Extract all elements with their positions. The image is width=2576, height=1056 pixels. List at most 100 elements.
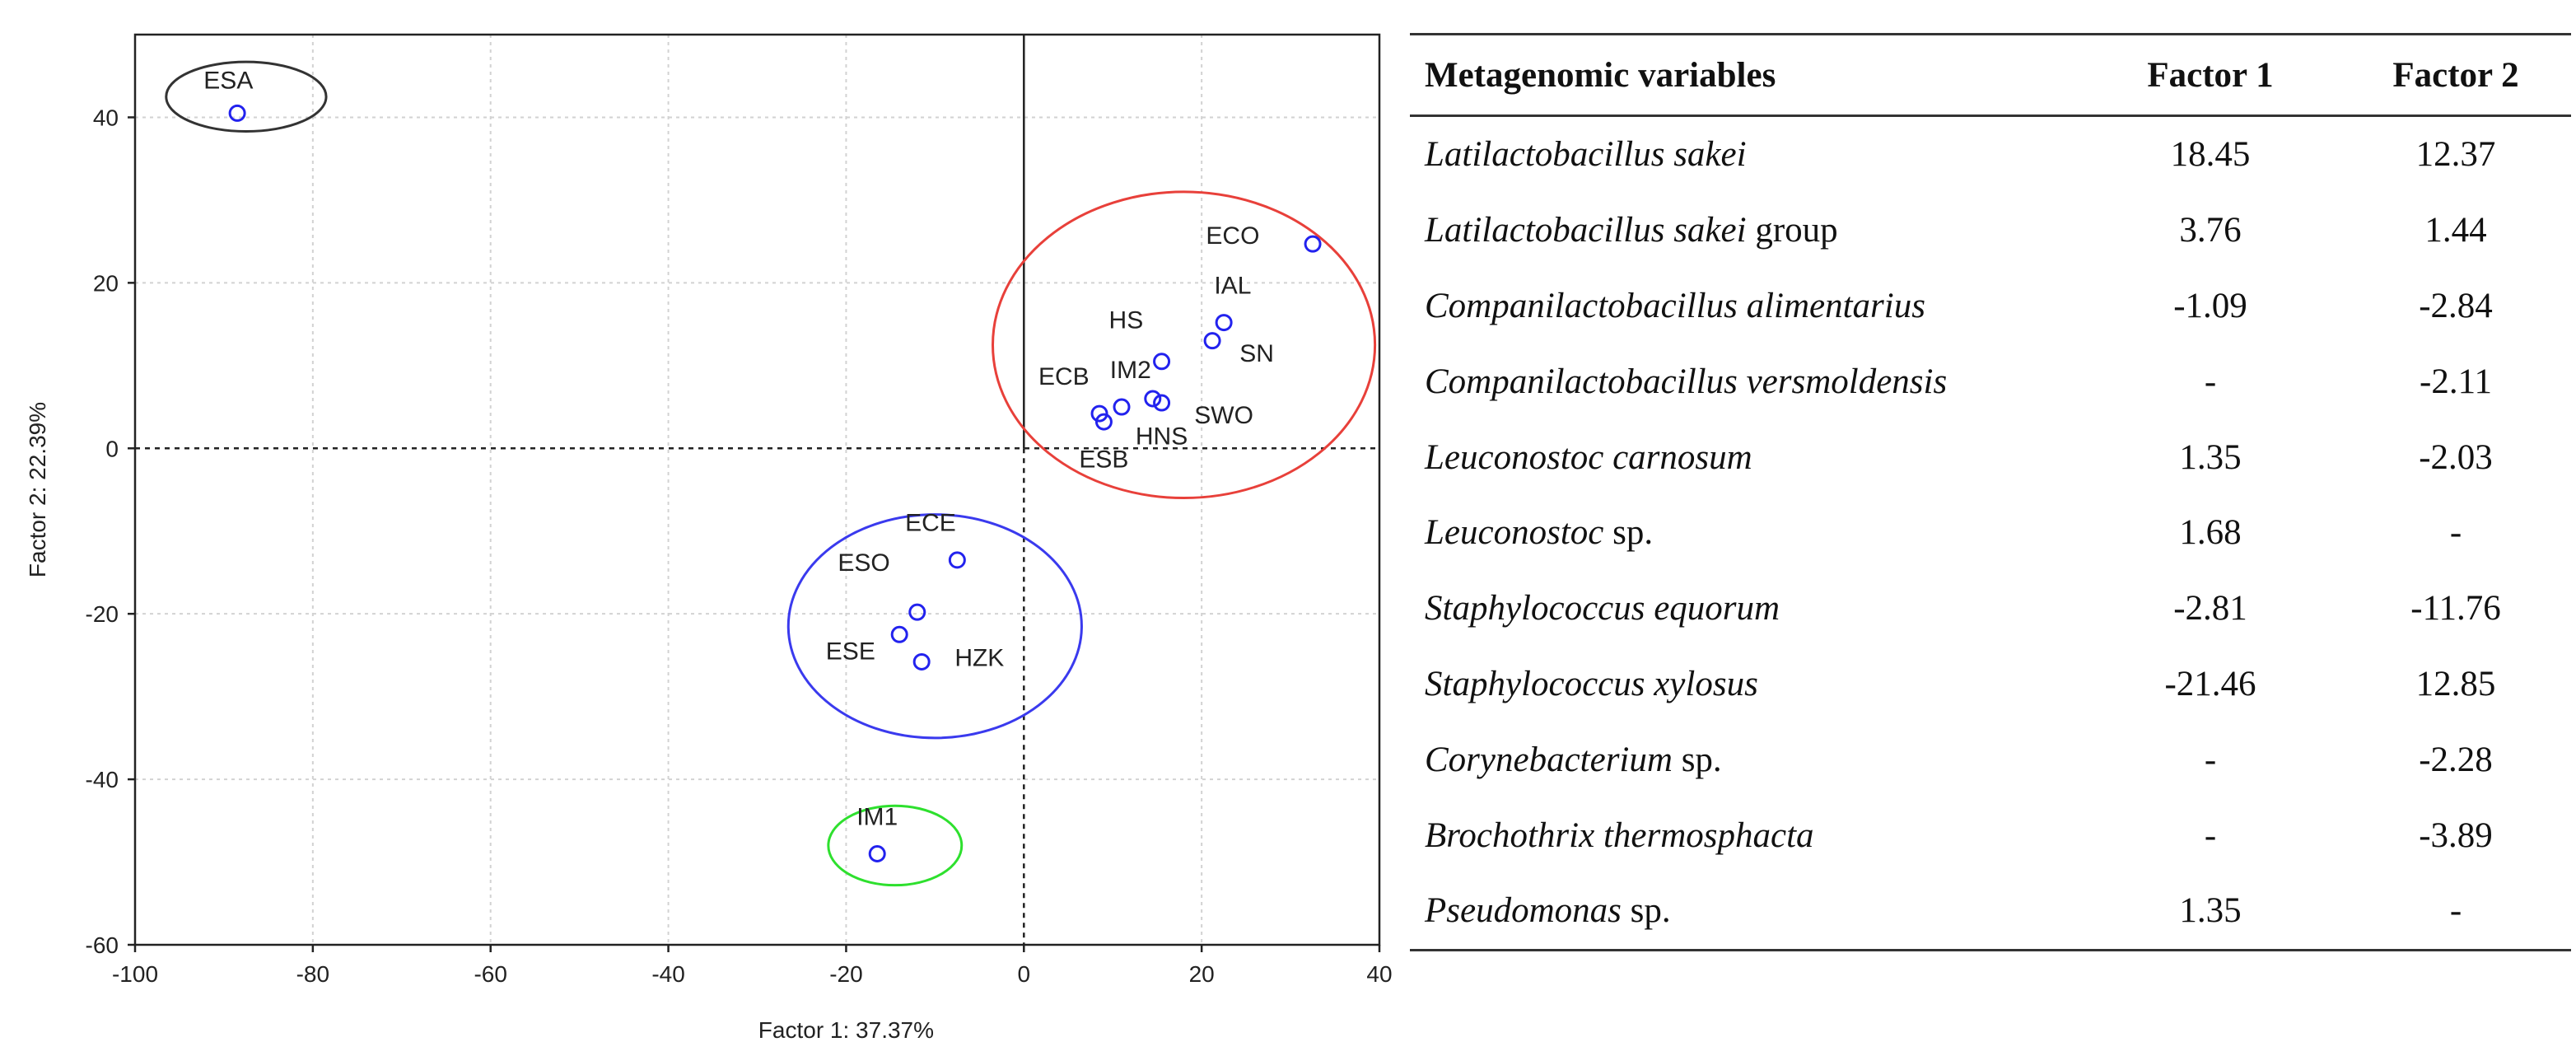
point-eco <box>1304 235 1322 253</box>
factor-1-value: -2.81 <box>2173 589 2247 628</box>
point-eso <box>908 603 926 621</box>
factor-1-value: 3.76 <box>2179 211 2242 250</box>
factor-2-value: 12.85 <box>2415 664 2496 703</box>
point-esa <box>228 104 246 122</box>
y-axis-title: Factor 2: 22.39% <box>25 402 50 577</box>
x-tick-label-4: -20 <box>829 961 862 987</box>
point-label-sn: SN <box>1239 340 1274 367</box>
x-tick-label-7: 40 <box>1366 961 1392 987</box>
point-sn <box>1203 332 1221 350</box>
point-label-hns: HNS <box>1136 423 1188 450</box>
species-name: Brochothrix thermosphacta <box>1425 815 1814 855</box>
species-name: Companilactobacillus alimentarius <box>1425 286 1925 325</box>
point-label-swo: SWO <box>1194 402 1253 429</box>
column-header-factor-2: Factor 2 <box>2392 55 2519 95</box>
species-name: Latilactobacillus sakei <box>1425 211 1747 250</box>
species-name: Pseudomonas <box>1425 891 1622 931</box>
variable-name-cell: Pseudomonas sp. <box>1410 873 2080 950</box>
table-row: Staphylococcus xylosus -21.46 12.85 <box>1410 647 2571 722</box>
factor-1-value: 1.35 <box>2179 437 2242 477</box>
grid-lines <box>135 35 1379 945</box>
table-row: Latilactobacillus sakei 18.45 12.37 <box>1410 116 2571 193</box>
cluster-ellipses <box>165 60 1377 887</box>
table-row: Leuconostoc carnosum 1.35 -2.03 <box>1410 419 2571 495</box>
point-ecb <box>1090 404 1108 423</box>
point-label-ece: ECE <box>905 510 956 537</box>
point-hs <box>1153 353 1171 371</box>
table-row: Corynebacterium sp. - -2.28 <box>1410 722 2571 797</box>
species-name: Latilactobacillus sakei <box>1425 135 1747 175</box>
variable-name-cell: Latilactobacillus sakei <box>1410 116 2080 193</box>
species-name: Leuconostoc <box>1425 513 1604 553</box>
factor-2-value: - <box>2449 891 2462 931</box>
column-header-factor-1: Factor 1 <box>2147 55 2274 95</box>
table-row: Staphylococcus equorum -2.81 -11.76 <box>1410 571 2571 647</box>
axes: -100 -80 -60 -40 -20 0 20 40 -60 -40 -20 0 20 40 <box>86 33 1393 987</box>
factor-2-value: -2.28 <box>2419 740 2493 779</box>
factor-1-value: -21.46 <box>2164 664 2256 703</box>
x-tick-label-2: -60 <box>474 961 506 987</box>
species-suffix: group <box>1755 211 1838 250</box>
point-ece <box>948 551 966 569</box>
table-row: Companilactobacillus versmoldensis - -2.11 <box>1410 343 2571 419</box>
table-row: Pseudomonas sp. 1.35 - <box>1410 873 2571 951</box>
species-suffix: sp. <box>1612 513 1654 553</box>
variable-name-cell: Companilactobacillus versmoldensis <box>1410 343 2080 419</box>
x-tick-label-1: -80 <box>296 961 329 987</box>
variable-name-cell: Corynebacterium sp. <box>1410 722 2080 797</box>
y-tick-label-5: 40 <box>93 105 119 130</box>
factor-1-value: -1.09 <box>2173 286 2247 325</box>
point-ese <box>890 625 908 643</box>
factor-1-value: - <box>2204 740 2217 779</box>
variable-name-cell: Leuconostoc sp. <box>1410 495 2080 571</box>
point-hzk <box>912 652 931 671</box>
column-header-variables: Metagenomic variables <box>1425 55 1776 95</box>
point-hns <box>1153 394 1171 412</box>
variable-name-cell: Companilactobacillus alimentarius <box>1410 269 2080 344</box>
table-row: Brochothrix thermosphacta - -3.89 <box>1410 797 2571 873</box>
point-swo <box>1144 390 1162 408</box>
factor-1-value: 1.68 <box>2179 513 2242 553</box>
point-label-ial: IAL <box>1214 272 1251 299</box>
y-tick-label-4: 20 <box>93 270 119 296</box>
y-tick-label-0: -60 <box>86 932 119 958</box>
factor-2-value: -3.89 <box>2419 815 2493 855</box>
factor-1-value: 18.45 <box>2170 135 2251 175</box>
species-suffix: sp. <box>1630 891 1671 931</box>
table-body: Latilactobacillus sakei 18.45 12.37 Latilac… <box>1410 116 2571 951</box>
plot-frame <box>133 33 1381 946</box>
factor-2-value: -2.11 <box>2420 362 2492 401</box>
factor-2-value: -2.03 <box>2419 437 2493 477</box>
variable-name-cell: Leuconostoc carnosum <box>1410 419 2080 495</box>
x-tick-label-3: -40 <box>651 961 684 987</box>
point-label-ese: ESE <box>826 638 875 665</box>
cluster-ellipse-im1 <box>827 804 964 887</box>
factor-1-value: - <box>2204 815 2217 855</box>
factor-loadings-table: Metagenomic variables Factor 1 Factor 2 … <box>1410 33 2571 951</box>
species-name: Corynebacterium <box>1425 740 1673 779</box>
point-esb <box>1094 413 1113 431</box>
point-label-esb: ESB <box>1079 446 1128 473</box>
table-row: Leuconostoc sp. 1.68 - <box>1410 495 2571 571</box>
point-im2 <box>1113 398 1131 416</box>
factor-2-value: 1.44 <box>2424 211 2487 250</box>
variable-name-cell: Staphylococcus equorum <box>1410 571 2080 647</box>
point-ial <box>1215 314 1233 332</box>
table-header-row: Metagenomic variables Factor 1 Factor 2 <box>1410 34 2571 116</box>
x-axis-title: Factor 1: 37.37% <box>758 1017 934 1043</box>
species-name: Staphylococcus xylosus <box>1425 664 1758 703</box>
factor-2-value: 12.37 <box>2415 135 2496 175</box>
species-name: Leuconostoc carnosum <box>1425 437 1752 477</box>
x-tick-label-0: -100 <box>112 961 158 987</box>
table-row: Companilactobacillus alimentarius -1.09 -2… <box>1410 269 2571 344</box>
cluster-ellipse-cluster-2 <box>786 513 1083 740</box>
point-label-eso: ESO <box>838 549 889 577</box>
species-suffix: sp. <box>1681 740 1722 779</box>
point-label-eco: ECO <box>1206 222 1259 250</box>
y-tick-label-3: 0 <box>105 436 119 461</box>
x-tick-label-5: 0 <box>1017 961 1030 987</box>
factor-2-value: -2.84 <box>2419 286 2493 325</box>
point-label-hs: HS <box>1109 307 1144 334</box>
